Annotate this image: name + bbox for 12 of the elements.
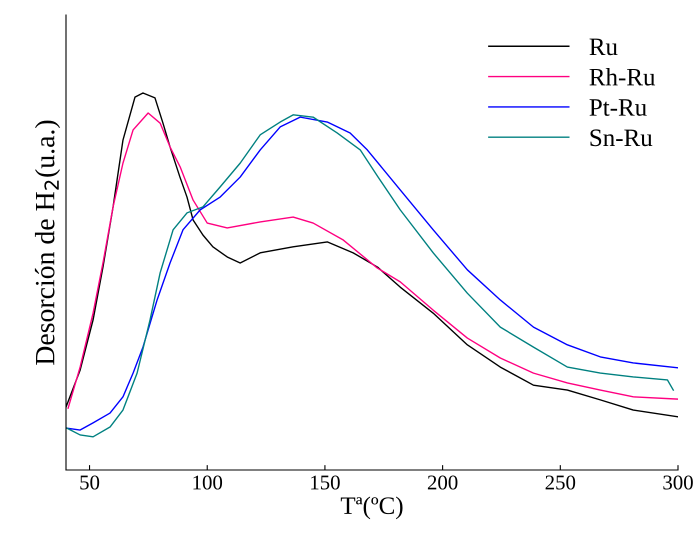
y-axis-title: Desorción de H$_{2}$(u.a.) [34,120,60,365]
x-axis-title: Tª(ºC) [340,496,403,520]
legend-label: Pt-Ru [590,99,647,116]
x-tick-label: 150 [311,475,340,490]
legend-label: Sn-Ru [590,129,652,146]
x-tick-label: 250 [546,475,576,490]
x-tick-label: 300 [663,475,693,490]
legend-label: Rh-Ru [590,68,656,86]
x-tick-label: 200 [428,475,458,490]
x-tick-label: 50 [80,475,100,490]
x-tick-label: 100 [193,475,222,490]
legend-label: Ru [590,38,618,56]
